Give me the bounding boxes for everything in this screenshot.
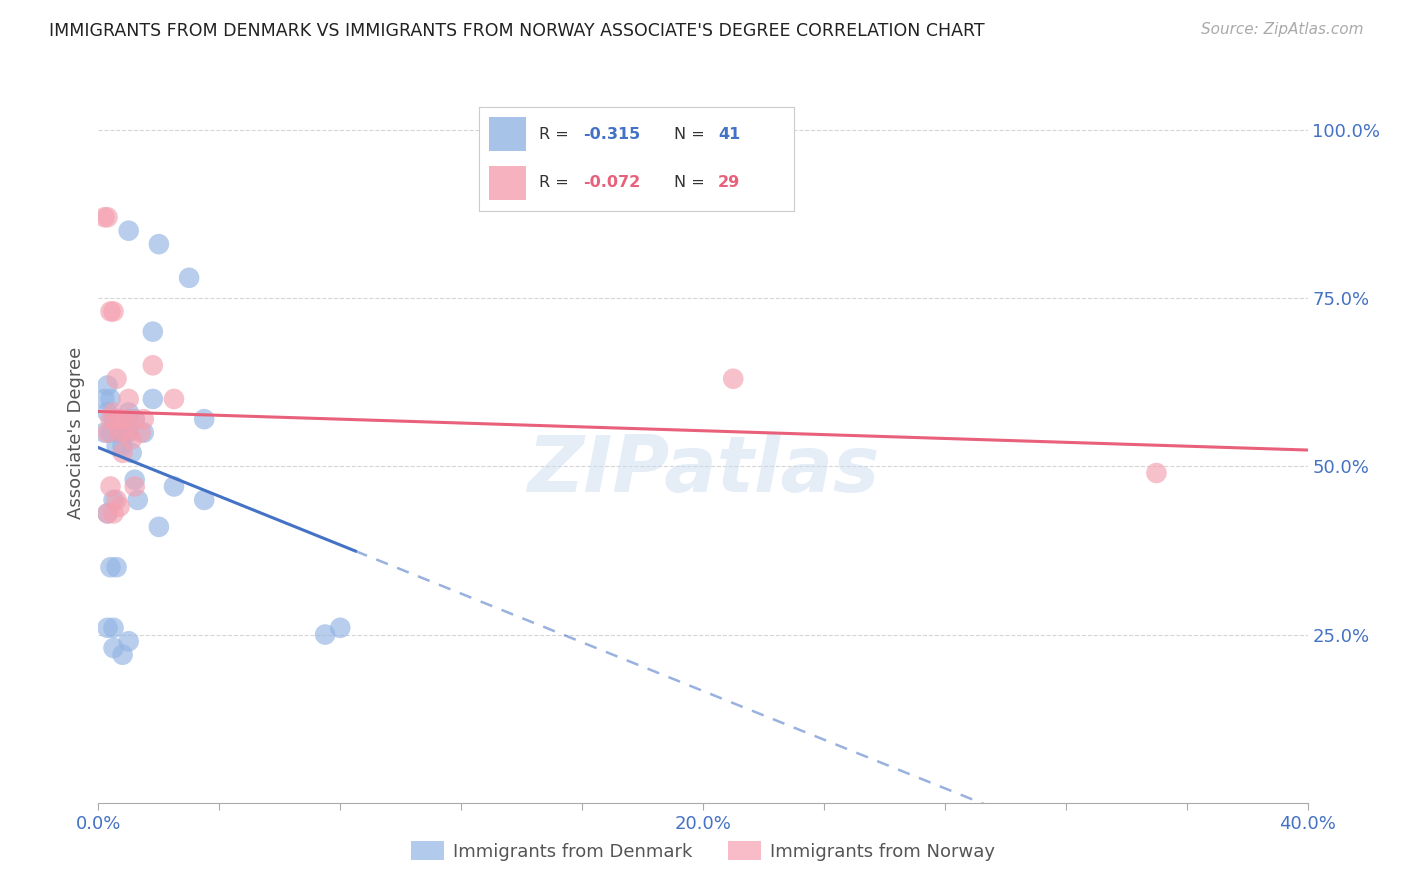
Point — [111, 446, 134, 460]
Point — [96, 507, 118, 521]
Point — [142, 325, 165, 339]
Point — [105, 412, 128, 426]
Legend: Immigrants from Denmark, Immigrants from Norway: Immigrants from Denmark, Immigrants from… — [404, 834, 1002, 868]
Point — [121, 446, 143, 460]
Point — [105, 492, 128, 507]
Point — [108, 425, 131, 440]
Point — [193, 492, 215, 507]
Point — [124, 412, 146, 426]
Point — [193, 412, 215, 426]
Point — [100, 304, 122, 318]
Point — [96, 425, 118, 440]
Point — [103, 621, 125, 635]
Point — [723, 372, 745, 386]
Point — [148, 520, 170, 534]
Point — [118, 412, 141, 426]
Point — [163, 479, 186, 493]
Point — [103, 405, 125, 419]
Point — [96, 378, 118, 392]
Point — [118, 405, 141, 419]
Point — [108, 500, 131, 514]
Point — [96, 507, 118, 521]
Point — [179, 270, 201, 285]
Point — [96, 621, 118, 635]
Point — [163, 392, 186, 406]
Point — [111, 412, 134, 426]
Text: Source: ZipAtlas.com: Source: ZipAtlas.com — [1201, 22, 1364, 37]
Point — [93, 211, 115, 225]
Point — [114, 425, 136, 440]
Point — [142, 359, 165, 373]
Point — [124, 412, 146, 426]
Point — [103, 492, 125, 507]
Point — [329, 621, 352, 635]
Point — [93, 392, 115, 406]
Point — [121, 433, 143, 447]
Point — [100, 479, 122, 493]
Point — [105, 560, 128, 574]
Point — [314, 627, 336, 641]
Point — [118, 425, 141, 440]
Point — [142, 392, 165, 406]
Point — [103, 412, 125, 426]
Point — [114, 412, 136, 426]
Point — [124, 473, 146, 487]
Point — [105, 412, 128, 426]
Point — [105, 372, 128, 386]
Point — [148, 237, 170, 252]
Point — [100, 392, 122, 406]
Text: ZIPatlas: ZIPatlas — [527, 432, 879, 508]
Point — [127, 492, 149, 507]
Y-axis label: Associate's Degree: Associate's Degree — [66, 346, 84, 519]
Point — [118, 224, 141, 238]
Point — [96, 211, 118, 225]
Point — [1146, 466, 1168, 480]
Point — [118, 634, 141, 648]
Point — [132, 412, 155, 426]
Point — [118, 392, 141, 406]
Point — [111, 439, 134, 453]
Point — [100, 560, 122, 574]
Point — [103, 640, 125, 655]
Point — [108, 412, 131, 426]
Text: IMMIGRANTS FROM DENMARK VS IMMIGRANTS FROM NORWAY ASSOCIATE'S DEGREE CORRELATION: IMMIGRANTS FROM DENMARK VS IMMIGRANTS FR… — [49, 22, 984, 40]
Point — [111, 648, 134, 662]
Point — [100, 412, 122, 426]
Point — [124, 479, 146, 493]
Point — [108, 425, 131, 440]
Point — [96, 405, 118, 419]
Point — [129, 425, 152, 440]
Point — [114, 425, 136, 440]
Point — [93, 425, 115, 440]
Point — [103, 507, 125, 521]
Point — [132, 425, 155, 440]
Point — [103, 304, 125, 318]
Point — [105, 439, 128, 453]
Point — [100, 425, 122, 440]
